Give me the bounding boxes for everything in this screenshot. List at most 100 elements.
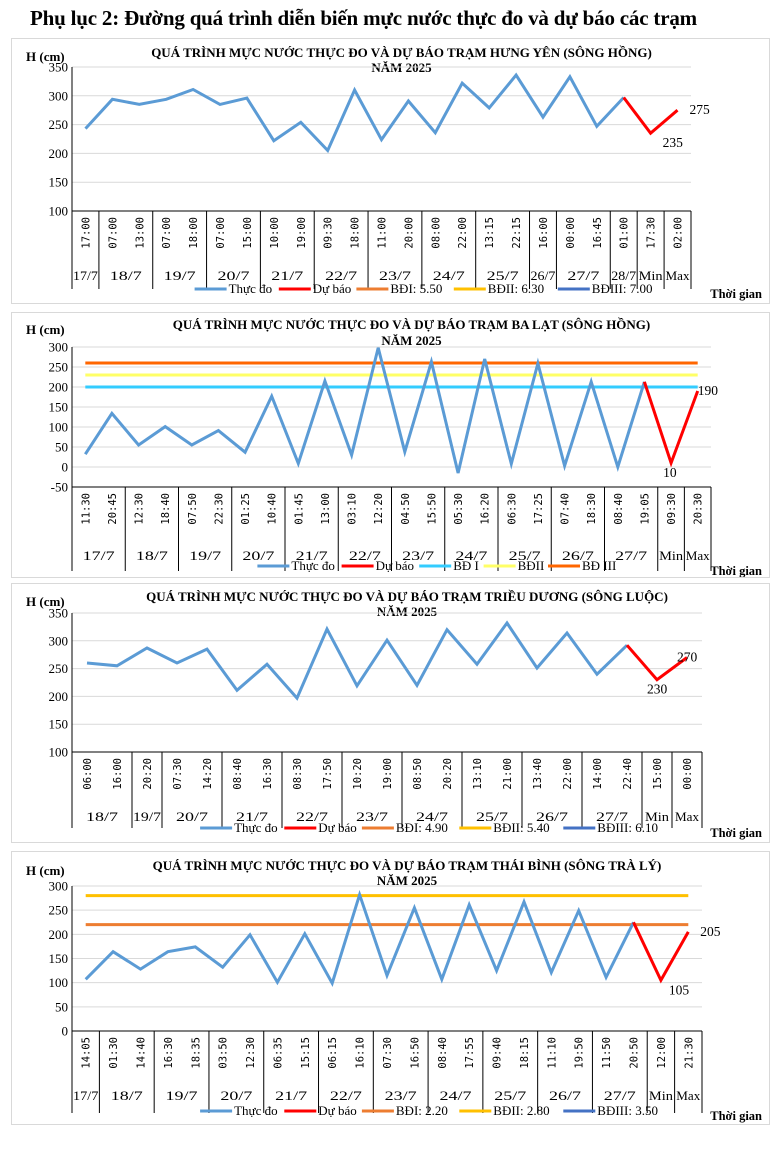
x-date-label: 23/7 bbox=[356, 809, 389, 824]
x-tick-time: 11:10 bbox=[546, 1037, 558, 1069]
x-tick-time: 08:30 bbox=[292, 758, 304, 790]
y-tick-label: 350 bbox=[49, 606, 69, 621]
x-tick-time: 10:40 bbox=[267, 493, 279, 525]
x-date-label: 26/7 bbox=[531, 268, 556, 283]
x-tick-time: 21:30 bbox=[683, 1037, 695, 1069]
y-tick-label: 100 bbox=[49, 975, 69, 990]
x-tick-time: 17:00 bbox=[80, 217, 92, 249]
x-tick-time: 10:00 bbox=[269, 217, 281, 249]
x-date-label: 27/7 bbox=[596, 809, 629, 824]
x-date-label: 23/7 bbox=[379, 268, 412, 283]
y-tick-label: 0 bbox=[62, 460, 69, 475]
y-tick-label: 150 bbox=[49, 951, 69, 966]
legend-label: BĐIII: 7.00 bbox=[592, 281, 653, 296]
x-tick-time: 07:00 bbox=[161, 217, 173, 249]
y-tick-label: 250 bbox=[49, 117, 69, 132]
x-date-label: Max bbox=[666, 268, 690, 283]
legend-label: BĐII bbox=[518, 558, 545, 573]
x-tick-time: 16:00 bbox=[112, 758, 124, 790]
x-date-label: 19/7 bbox=[166, 1088, 199, 1103]
y-tick-label: 100 bbox=[49, 420, 69, 435]
x-tick-time: 07:30 bbox=[382, 1037, 394, 1069]
y-tick-label: 350 bbox=[49, 60, 69, 75]
x-tick-time: 08:00 bbox=[430, 217, 442, 249]
x-tick-time: 10:20 bbox=[352, 758, 364, 790]
x-date-label: 27/7 bbox=[604, 1088, 637, 1103]
x-date-label: 26/7 bbox=[562, 548, 595, 563]
x-tick-time: 17:25 bbox=[533, 493, 545, 525]
x-tick-time: 18:00 bbox=[188, 217, 200, 249]
x-tick-time: 16:30 bbox=[262, 758, 274, 790]
x-date-label: 20/7 bbox=[242, 548, 275, 563]
x-tick-time: 11:00 bbox=[377, 217, 389, 249]
y-axis-label: H (cm) bbox=[26, 322, 65, 337]
x-date-label: Max bbox=[676, 1088, 700, 1103]
x-date-label: 18/7 bbox=[136, 548, 169, 563]
x-tick-time: 20:45 bbox=[107, 493, 119, 525]
y-tick-label: 200 bbox=[49, 927, 69, 942]
y-tick-label: 200 bbox=[49, 689, 69, 704]
chart-title: QUÁ TRÌNH MỰC NƯỚC THỰC ĐO VÀ DỰ BÁO TRẠ… bbox=[151, 45, 652, 60]
y-tick-label: 200 bbox=[49, 146, 69, 161]
x-tick-time: 19:50 bbox=[574, 1037, 586, 1069]
x-tick-time: 13:40 bbox=[532, 758, 544, 790]
legend-label: Thực đo bbox=[234, 1103, 278, 1118]
x-axis-label: Thời gian bbox=[710, 826, 762, 840]
x-tick-time: 16:00 bbox=[538, 217, 550, 249]
x-tick-time: 22:30 bbox=[213, 493, 225, 525]
x-date-label: 26/7 bbox=[549, 1088, 582, 1103]
chart-panel-thai-binh: QUÁ TRÌNH MỰC NƯỚC THỰC ĐO VÀ DỰ BÁO TRẠ… bbox=[11, 851, 770, 1125]
x-tick-time: 15:00 bbox=[242, 217, 254, 249]
y-tick-label: 300 bbox=[49, 879, 69, 894]
legend-label: BĐII: 5.40 bbox=[493, 820, 549, 835]
x-date-label: 17/7 bbox=[73, 268, 98, 283]
x-tick-time: 13:00 bbox=[320, 493, 332, 525]
data-label: 270 bbox=[677, 649, 698, 664]
x-tick-time: 07:00 bbox=[215, 217, 227, 249]
x-tick-time: 08:40 bbox=[437, 1037, 449, 1069]
x-date-label: 25/7 bbox=[476, 809, 509, 824]
x-tick-time: 12:30 bbox=[134, 493, 146, 525]
x-tick-time: 07:40 bbox=[560, 493, 572, 525]
y-tick-label: 250 bbox=[49, 661, 69, 676]
x-tick-time: 12:30 bbox=[245, 1037, 257, 1069]
x-date-label: Min bbox=[649, 1088, 674, 1103]
x-date-label: 17/7 bbox=[83, 548, 116, 563]
x-tick-time: 18:15 bbox=[519, 1037, 531, 1069]
x-date-label: 18/7 bbox=[110, 268, 143, 283]
chart-trieu-duong: QUÁ TRÌNH MỰC NƯỚC THỰC ĐO VÀ DỰ BÁO TRẠ… bbox=[26, 589, 762, 840]
legend-label: BĐ I bbox=[453, 558, 479, 573]
x-date-label: 25/7 bbox=[494, 1088, 527, 1103]
x-tick-time: 06:35 bbox=[272, 1037, 284, 1069]
x-tick-time: 08:40 bbox=[232, 758, 244, 790]
x-tick-time: 16:10 bbox=[355, 1037, 367, 1069]
y-tick-label: 50 bbox=[55, 999, 68, 1014]
x-date-label: 25/7 bbox=[487, 268, 520, 283]
y-tick-label: 150 bbox=[49, 400, 69, 415]
x-tick-time: 06:15 bbox=[327, 1037, 339, 1069]
data-label: 190 bbox=[698, 383, 719, 398]
y-axis-label: H (cm) bbox=[26, 594, 65, 609]
x-tick-time: 15:00 bbox=[652, 758, 664, 790]
x-tick-time: 11:30 bbox=[80, 493, 92, 525]
x-tick-time: 06:00 bbox=[82, 758, 94, 790]
x-tick-time: 13:15 bbox=[484, 217, 496, 249]
x-date-label: Max bbox=[686, 548, 710, 563]
x-tick-time: 08:40 bbox=[613, 493, 625, 525]
x-date-label: Max bbox=[675, 809, 699, 824]
legend-label: BĐIII: 6.10 bbox=[597, 820, 658, 835]
x-tick-time: 16:30 bbox=[163, 1037, 175, 1069]
y-tick-label: 250 bbox=[49, 903, 69, 918]
x-tick-time: 22:00 bbox=[562, 758, 574, 790]
x-date-label: 22/7 bbox=[296, 809, 329, 824]
legend-label: Dự báo bbox=[376, 558, 414, 573]
x-tick-time: 00:00 bbox=[565, 217, 577, 249]
y-tick-label: 250 bbox=[49, 360, 69, 375]
x-tick-time: 18:30 bbox=[586, 493, 598, 525]
x-date-label: 21/7 bbox=[236, 809, 269, 824]
legend-label: Thực đo bbox=[291, 558, 335, 573]
y-tick-label: 150 bbox=[49, 175, 69, 190]
x-tick-time: 16:20 bbox=[480, 493, 492, 525]
x-tick-time: 01:25 bbox=[240, 493, 252, 525]
x-tick-time: 08:50 bbox=[412, 758, 424, 790]
